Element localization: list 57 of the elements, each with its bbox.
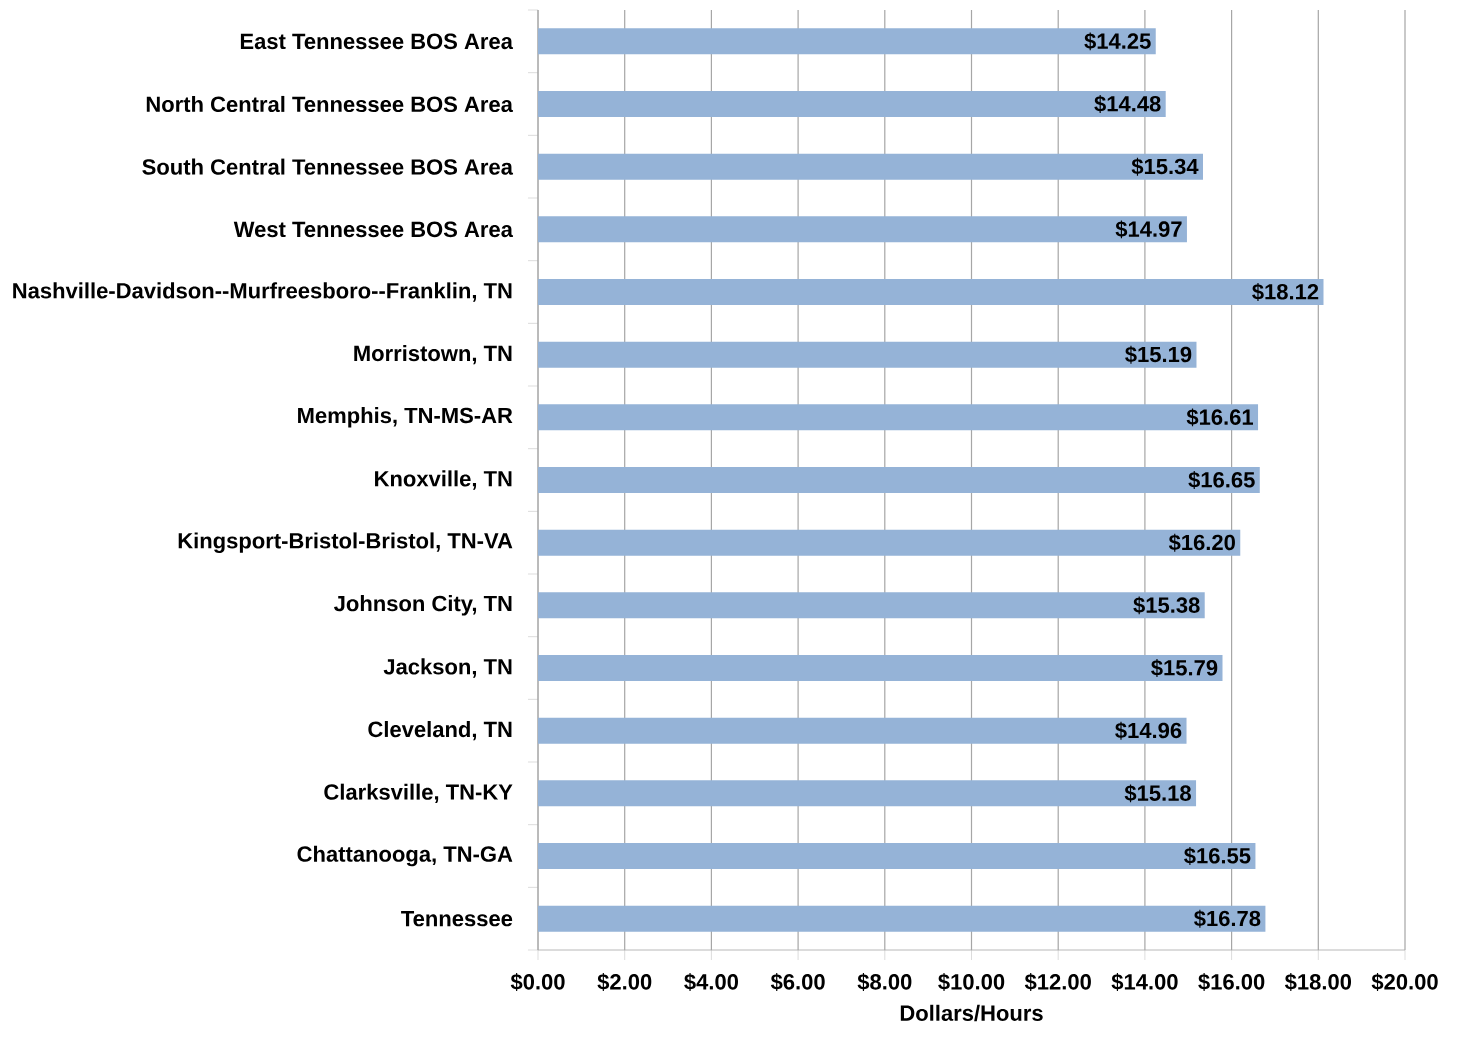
- data-label: $15.38: [1133, 596, 1200, 615]
- y-tick-label: Morristown, TN: [354, 345, 512, 365]
- bar: [538, 592, 1205, 619]
- data-label: $16.55: [1184, 847, 1251, 865]
- x-tick-label: $10.00: [938, 973, 1005, 992]
- y-tick-label: Johnson City, TN: [334, 595, 512, 616]
- x-tick-label: $2.00: [597, 973, 652, 992]
- y-tick-label: Nashville-Davidson--Murfreesboro--Franklin, TN: [13, 282, 512, 302]
- x-tick-label: $18.00: [1284, 973, 1352, 992]
- data-label: $16.65: [1188, 471, 1255, 489]
- x-tick-label: $12.00: [1024, 973, 1091, 992]
- bar: [538, 28, 1156, 55]
- x-tick-label: $14.00: [1111, 973, 1178, 992]
- x-tick-label: $20.00: [1371, 973, 1438, 992]
- data-label: $14.97: [1115, 220, 1182, 239]
- bar: [538, 153, 1203, 180]
- data-label: $15.18: [1124, 784, 1191, 803]
- x-tick-label: $16.00: [1198, 973, 1265, 992]
- data-label: $15.34: [1131, 157, 1199, 176]
- data-label: $15.79: [1151, 659, 1218, 677]
- bar: [538, 529, 1241, 556]
- y-tick-label: West Tennessee BOS Area: [233, 221, 514, 238]
- y-tick-label: East Tennessee BOS Area: [240, 33, 514, 50]
- bar: [538, 404, 1259, 431]
- bar: [538, 216, 1187, 243]
- data-label: $14.96: [1115, 721, 1182, 740]
- bar: [538, 655, 1223, 682]
- y-tick-label: Kingsport-Bristol-Bristol, TN-VA: [178, 532, 513, 553]
- bar: [538, 279, 1324, 306]
- y-tick-label: Memphis, TN-MS-AR: [298, 407, 513, 428]
- bar: [538, 91, 1166, 118]
- bar: [538, 717, 1187, 744]
- x-tick-label: $6.00: [770, 973, 825, 992]
- data-label: $18.12: [1252, 283, 1319, 301]
- data-label: $16.78: [1194, 909, 1261, 928]
- data-label: $14.48: [1094, 95, 1161, 113]
- y-tick-label: Cleveland, TN: [368, 721, 512, 741]
- data-label: $15.19: [1125, 345, 1192, 364]
- x-tick-label: $8.00: [857, 973, 912, 992]
- y-tick-label: Knoxville, TN: [375, 470, 512, 490]
- x-axis-title: Dollars/Hours: [900, 1004, 1043, 1022]
- y-tick-label: Tennessee: [401, 911, 513, 927]
- bar: [538, 467, 1260, 494]
- data-label: $16.20: [1168, 533, 1235, 552]
- data-label: $14.25: [1084, 32, 1151, 51]
- y-tick-label: North Central Tennessee BOS Area: [146, 95, 514, 113]
- bar: [538, 905, 1266, 932]
- bar: [538, 341, 1197, 368]
- data-label: $16.61: [1186, 408, 1254, 427]
- y-tick-label: South Central Tennessee BOS Area: [142, 158, 514, 175]
- y-tick-label: Jackson, TN: [383, 658, 512, 678]
- y-tick-label: Chattanooga, TN-GA: [297, 845, 513, 867]
- x-tick-label: $4.00: [684, 973, 739, 992]
- y-tick-label: Clarksville, TN-KY: [324, 783, 513, 804]
- bar: [538, 780, 1197, 807]
- bar: [538, 843, 1256, 870]
- x-tick-label: $0.00: [510, 973, 565, 992]
